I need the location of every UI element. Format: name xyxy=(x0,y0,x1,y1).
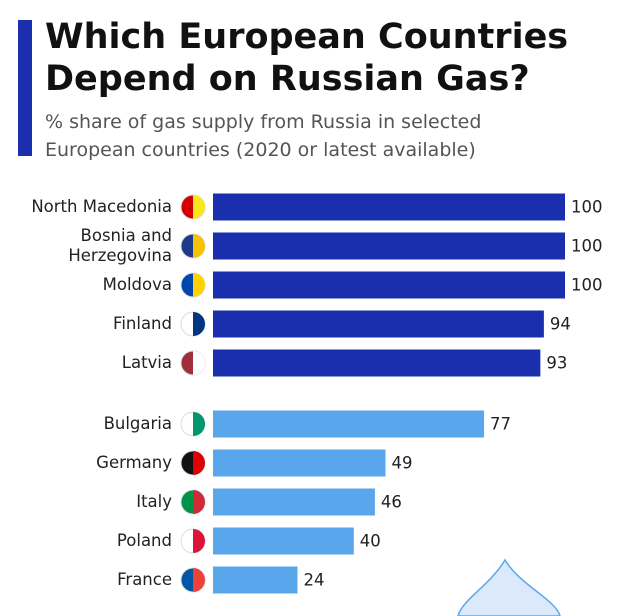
flag-icon xyxy=(193,273,205,297)
value-label: 94 xyxy=(550,315,571,334)
value-label: 93 xyxy=(546,354,567,373)
value-label: 49 xyxy=(391,454,412,473)
bar xyxy=(213,449,386,477)
flag-icon xyxy=(193,412,205,436)
flag-icon xyxy=(193,568,205,592)
category-label: Finland xyxy=(113,314,172,333)
value-label: 100 xyxy=(571,276,603,295)
chart-subtitle: % share of gas supply from Russia in sel… xyxy=(45,111,482,161)
value-label: 100 xyxy=(571,237,603,256)
category-label: Moldova xyxy=(102,275,172,294)
bar xyxy=(213,271,565,299)
flag-icon xyxy=(193,490,205,514)
bar xyxy=(213,349,541,377)
gas-drop-icon xyxy=(457,558,561,616)
bar xyxy=(213,488,375,516)
flag-icon xyxy=(193,451,205,475)
bar xyxy=(213,410,485,438)
flag-icon xyxy=(193,529,205,553)
category-label: Bulgaria xyxy=(103,414,172,433)
category-label: Latvia xyxy=(121,353,172,372)
bar xyxy=(213,193,565,221)
bar xyxy=(213,310,544,338)
category-label: Germany xyxy=(96,453,172,472)
chart-title: Which European Countries Depend on Russi… xyxy=(45,17,569,99)
category-label: Italy xyxy=(136,492,172,511)
bar xyxy=(213,527,354,555)
category-label: France xyxy=(117,570,172,589)
value-label: 77 xyxy=(490,415,511,434)
flag-icon xyxy=(193,312,205,336)
flag-icon xyxy=(193,234,205,258)
category-label: Bosnia and Herzegovina xyxy=(68,226,172,265)
bar xyxy=(213,566,298,594)
bar xyxy=(213,232,565,260)
value-label: 40 xyxy=(360,532,381,551)
value-label: 24 xyxy=(303,571,324,590)
value-label: 100 xyxy=(571,198,603,217)
flag-icon xyxy=(193,195,205,219)
accent-bar xyxy=(18,20,32,156)
value-label: 46 xyxy=(381,493,402,512)
category-label: Poland xyxy=(116,531,172,550)
category-label: North Macedonia xyxy=(31,197,172,216)
flag-icon xyxy=(193,351,205,375)
